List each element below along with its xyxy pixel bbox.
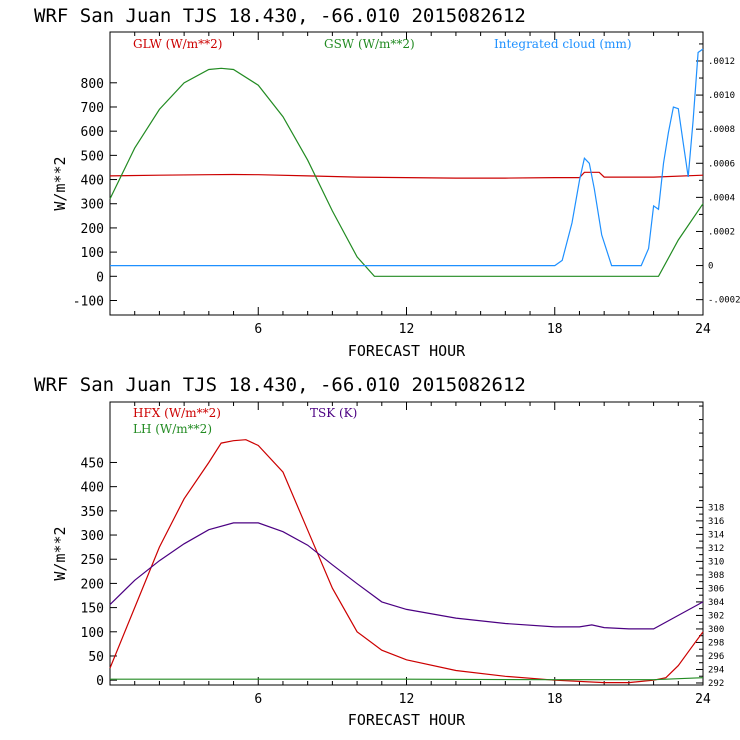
x-tick-label: 24 (695, 692, 711, 707)
series-line-2 (109, 67, 704, 277)
y2-tick-label: 298 (708, 638, 724, 648)
series-line-2 (110, 677, 704, 681)
y-axis-label: W/m**2 (51, 526, 69, 580)
y-tick-label: 800 (81, 77, 104, 92)
y2-tick-label: 294 (708, 665, 724, 675)
legend-entry: TSK (K) (310, 406, 357, 420)
y2-tick-label: 292 (708, 679, 724, 689)
y2-tick-label: -.0002 (708, 296, 740, 306)
series-line-3 (110, 48, 704, 267)
series-line-3 (109, 522, 704, 630)
x-tick-label: 24 (695, 322, 711, 337)
y2-tick-label: .0010 (708, 91, 735, 101)
chart-2: WRF San Juan TJS 18.430, -66.010 2015082… (34, 374, 724, 729)
y-tick-label: 250 (81, 553, 104, 568)
y-tick-label: 400 (81, 174, 104, 189)
y2-tick-label: 296 (708, 652, 724, 662)
y2-tick-label: .0008 (708, 125, 735, 135)
x-tick-label: 6 (254, 692, 262, 707)
y2-tick-label: 314 (708, 530, 724, 540)
y2-tick-label: 310 (708, 557, 724, 567)
y-tick-label: 0 (96, 270, 104, 285)
chart-title: WRF San Juan TJS 18.430, -66.010 2015082… (34, 5, 526, 27)
y-tick-label: 600 (81, 125, 104, 140)
y-tick-label: 450 (81, 456, 104, 471)
y2-tick-label: 304 (708, 598, 724, 608)
chart-title: WRF San Juan TJS 18.430, -66.010 2015082… (34, 374, 526, 396)
legend-entry: GSW (W/m**2) (324, 37, 415, 51)
plot-frame (109, 401, 704, 686)
y-tick-label: 0 (96, 674, 104, 689)
legend-entry: GLW (W/m**2) (133, 37, 222, 51)
x-tick-label: 12 (399, 692, 415, 707)
y2-tick-label: 0 (708, 262, 713, 272)
y-tick-label: 100 (81, 626, 104, 641)
y2-tick-label: .0012 (708, 57, 735, 67)
legend-entry: LH (W/m**2) (133, 422, 212, 436)
y2-tick-label: .0006 (708, 159, 735, 169)
x-axis-label: FORECAST HOUR (348, 711, 466, 729)
y-tick-label: 100 (81, 246, 104, 261)
y-tick-label: 50 (88, 650, 104, 665)
y-tick-label: 300 (81, 529, 104, 544)
x-tick-label: 6 (254, 322, 262, 337)
chart-1: WRF San Juan TJS 18.430, -66.010 2015082… (34, 5, 740, 360)
y2-tick-label: 306 (708, 584, 724, 594)
y-tick-label: 300 (81, 198, 104, 213)
y-tick-label: 500 (81, 149, 104, 164)
legend-entry: HFX (W/m**2) (133, 406, 221, 420)
y-tick-label: 200 (81, 222, 104, 237)
series-line-1 (109, 171, 704, 179)
y2-tick-label: 308 (708, 571, 724, 581)
x-tick-label: 18 (547, 692, 563, 707)
y-axis-label: W/m**2 (51, 156, 69, 210)
y2-tick-label: 316 (708, 517, 724, 527)
y2-tick-label: .0002 (708, 227, 735, 237)
y2-tick-label: 312 (708, 544, 724, 554)
y-tick-label: -100 (73, 294, 104, 309)
y-tick-label: 350 (81, 505, 104, 520)
series-line-1 (109, 439, 704, 684)
y2-tick-label: 300 (708, 625, 724, 635)
y2-tick-label: 318 (708, 503, 724, 513)
x-axis-label: FORECAST HOUR (348, 342, 466, 360)
y2-tick-label: .0004 (708, 193, 735, 203)
x-tick-label: 18 (547, 322, 563, 337)
x-tick-label: 12 (399, 322, 415, 337)
y2-tick-label: 302 (708, 611, 724, 621)
y-tick-label: 200 (81, 577, 104, 592)
y-tick-label: 700 (81, 101, 104, 116)
y-tick-label: 150 (81, 602, 104, 617)
legend-entry: Integrated cloud (mm) (494, 37, 632, 51)
y-tick-label: 400 (81, 481, 104, 496)
